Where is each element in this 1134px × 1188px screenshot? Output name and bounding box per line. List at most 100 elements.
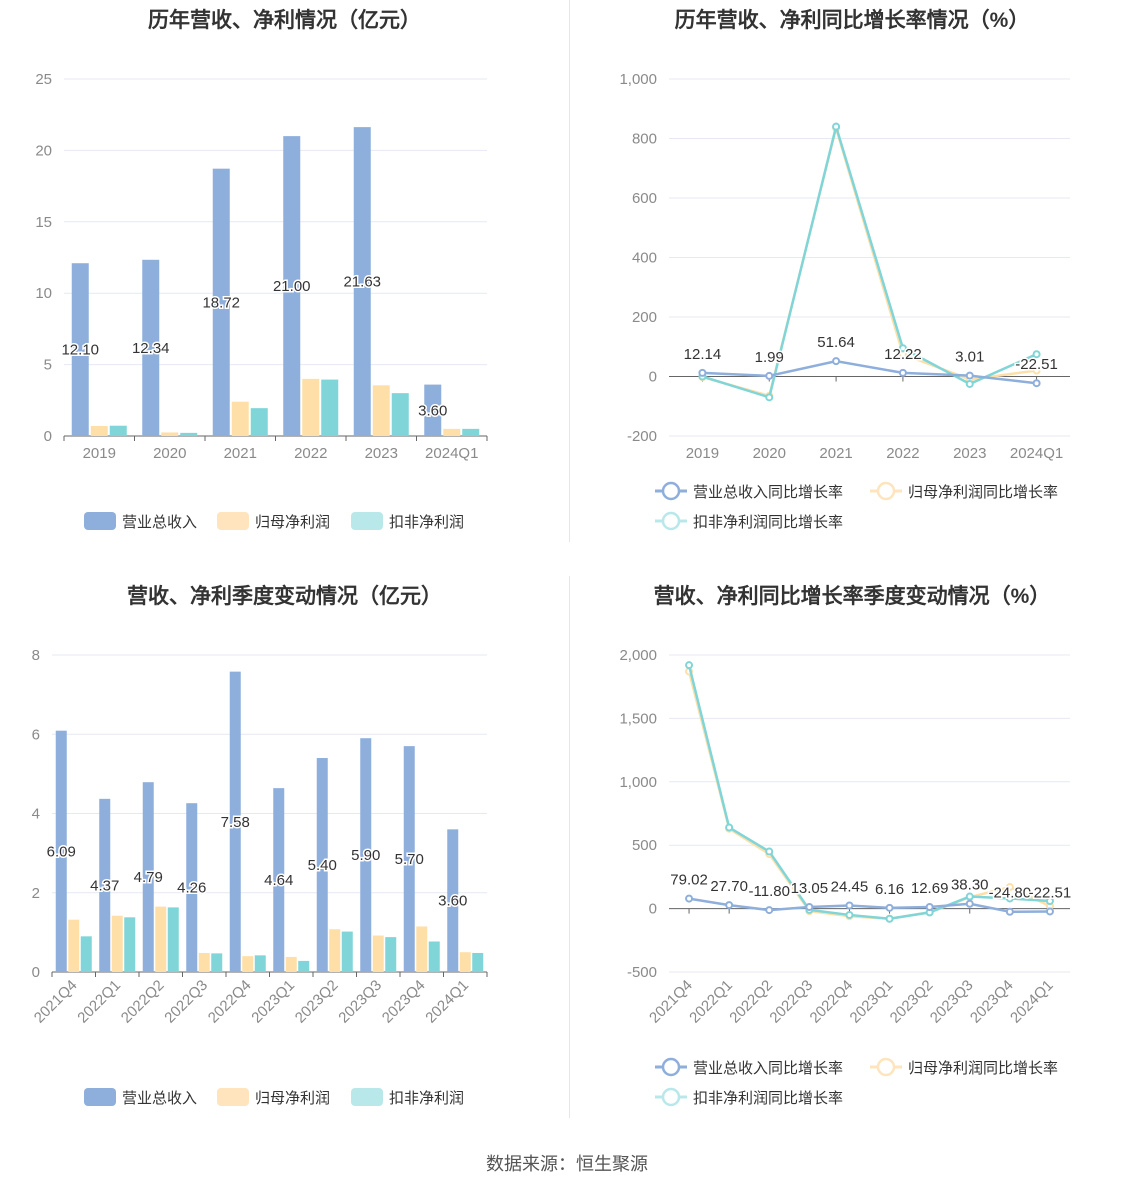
data-label: 4.79 — [134, 869, 163, 886]
y-tick-label: 20 — [35, 142, 52, 159]
legend-label: 营业总收入 — [122, 514, 197, 531]
data-label: 6.16 — [875, 881, 904, 898]
bar-net-profit — [329, 929, 341, 972]
legend-label: 归母净利润 — [255, 514, 330, 531]
data-label: 24.45 — [831, 878, 869, 895]
legend-swatch — [217, 1088, 249, 1106]
series-point-deducted-profit — [845, 910, 854, 919]
y-tick-label: 400 — [632, 250, 657, 267]
quarterly-amounts-chart: 024682021Q42022Q12022Q22022Q32022Q42023Q… — [31, 647, 488, 1107]
series-line-net-profit — [702, 123, 1037, 398]
series-point-deducted-profit — [1032, 350, 1041, 359]
chart-title: 营收、净利同比增长率季度变动情况（%） — [653, 585, 1051, 608]
series-point-revenue — [725, 901, 734, 910]
x-tick-label: 2023 — [365, 445, 398, 462]
bar-deducted-profit — [428, 941, 440, 972]
series-point-deducted-profit — [725, 823, 734, 832]
x-tick-label: 2021 — [819, 445, 852, 462]
data-label: 38.30 — [951, 877, 989, 894]
bar-revenue — [424, 384, 442, 436]
series-point-revenue — [685, 894, 694, 903]
series-point-deducted-profit — [885, 914, 894, 923]
bar-deducted-profit — [211, 953, 223, 972]
series-point-revenue — [1045, 907, 1054, 916]
x-tick-label: 2023Q2 — [292, 977, 342, 1027]
series-point-deducted-profit — [685, 661, 694, 670]
series-line-revenue — [688, 897, 1050, 913]
x-tick-label: 2022Q3 — [161, 977, 211, 1027]
y-tick-label: 1,000 — [619, 774, 657, 791]
data-label: 12.22 — [884, 346, 922, 363]
bar-revenue — [403, 746, 415, 972]
x-tick-label: 2021 — [224, 445, 257, 462]
series-point-revenue — [885, 903, 894, 912]
bar-deducted-profit — [254, 955, 266, 972]
data-label: -11.80 — [749, 883, 790, 900]
bar-net-profit — [443, 428, 461, 436]
x-tick-label: 2021Q4 — [646, 977, 696, 1027]
legend-swatch-marker — [661, 481, 681, 501]
data-label: 51.64 — [817, 334, 855, 351]
x-tick-label: 2023Q4 — [379, 977, 429, 1027]
bar-revenue — [55, 730, 67, 972]
data-label: 21.00 — [273, 278, 311, 295]
bar-net-profit — [161, 432, 179, 436]
y-tick-label: 200 — [632, 309, 657, 326]
data-label: 1.99 — [755, 349, 784, 366]
legend-swatch-marker — [876, 481, 896, 501]
x-tick-label: 2023Q2 — [887, 977, 937, 1027]
y-tick-label: 2 — [32, 885, 40, 902]
y-tick-label: 800 — [632, 131, 657, 148]
legend-swatch — [351, 1088, 383, 1106]
y-tick-label: 500 — [632, 837, 657, 854]
legend-swatch-marker — [661, 1087, 681, 1107]
y-tick-label: 0 — [649, 901, 657, 918]
bar-deducted-profit — [180, 432, 198, 436]
y-tick-label: -200 — [627, 428, 657, 445]
bar-revenue — [142, 259, 160, 436]
x-tick-label: 2022Q4 — [205, 977, 255, 1027]
bar-net-profit — [372, 385, 390, 436]
bar-deducted-profit — [472, 952, 484, 972]
legend-label: 营业总收入 — [122, 1090, 197, 1107]
x-tick-label: 2024Q1 — [425, 445, 478, 462]
data-label: 18.72 — [202, 294, 240, 311]
data-label: 4.26 — [177, 880, 206, 897]
x-tick-label: 2023Q3 — [335, 977, 385, 1027]
y-tick-label: 4 — [32, 806, 40, 823]
bar-net-profit — [111, 915, 123, 972]
legend-swatch — [217, 512, 249, 530]
bar-deducted-profit — [167, 907, 179, 972]
data-label: 6.09 — [47, 843, 76, 860]
series-point-net-profit — [1032, 366, 1041, 375]
bar-revenue — [142, 782, 154, 972]
data-label: 3.60 — [418, 402, 447, 419]
bar-deducted-profit — [341, 931, 353, 972]
y-tick-label: -500 — [627, 964, 657, 981]
bar-net-profit — [372, 935, 384, 972]
data-label: 3.01 — [955, 349, 984, 366]
series-point-revenue — [965, 371, 974, 380]
bar-net-profit — [155, 906, 167, 972]
series-point-revenue — [698, 368, 707, 377]
x-tick-label: 2022Q1 — [74, 977, 124, 1027]
legend-swatch-marker — [661, 1057, 681, 1077]
bar-deducted-profit — [462, 428, 480, 436]
legend-label: 归母净利润同比增长率 — [908, 484, 1058, 501]
data-label: -22.51 — [1029, 884, 1072, 901]
data-label: 5.70 — [395, 851, 424, 868]
x-tick-label: 2022 — [886, 445, 919, 462]
bar-net-profit — [68, 919, 80, 972]
x-tick-label: 2024Q1 — [1010, 445, 1063, 462]
series-point-revenue — [965, 899, 974, 908]
bar-revenue — [283, 136, 301, 436]
y-tick-label: 5 — [44, 357, 52, 374]
series-point-revenue — [898, 368, 907, 377]
series-point-deducted-profit — [832, 122, 841, 131]
x-tick-label: 2022Q1 — [686, 977, 736, 1027]
data-label: 21.63 — [343, 274, 381, 291]
series-point-net-profit — [1005, 883, 1014, 892]
quarterly-amounts-panel: 营收、净利季度变动情况（亿元） 0 2 4 6 8 2021Q4 2022Q1 2022Q2 2… — [0, 576, 569, 1132]
bar-net-profit — [242, 956, 254, 972]
x-tick-label: 2022Q3 — [766, 977, 816, 1027]
